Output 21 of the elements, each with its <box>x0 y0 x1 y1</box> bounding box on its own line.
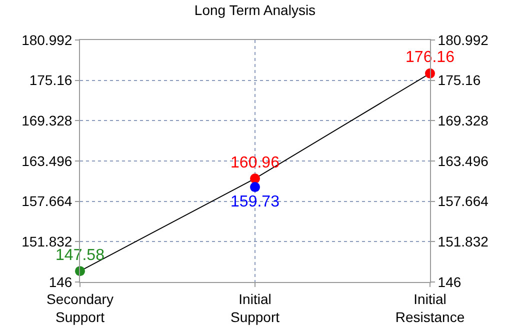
y2-tick-label: 157.664 <box>438 193 489 210</box>
y-tick-label: 146 <box>48 274 72 290</box>
y2-tick-label: 146 <box>438 274 462 290</box>
x-tick-label: Initial Support <box>230 290 280 325</box>
y2-tick-label: 175.16 <box>438 72 481 88</box>
y2-tick-label: 169.328 <box>438 112 489 129</box>
y-tick-label: 180.992 <box>22 32 72 48</box>
x-tick-label: Initial Resistance <box>395 290 465 325</box>
y2-tick-label: 151.832 <box>438 234 489 250</box>
y-tick-label: 157.664 <box>22 193 72 210</box>
y-tick-label: 175.16 <box>29 72 72 88</box>
x-tick-label: Secondary Support <box>46 290 114 325</box>
y2-tick-label: 180.992 <box>438 32 489 48</box>
data-label: 176.16 <box>406 49 455 66</box>
y-tick-label: 163.496 <box>22 152 72 169</box>
chart-title: Long Term Analysis <box>194 2 316 18</box>
data-label: 159.73 <box>230 193 280 210</box>
data-label: 160.96 <box>230 154 280 172</box>
y-tick-label: 169.328 <box>22 112 72 129</box>
point <box>250 174 260 184</box>
y2-tick-label: 163.496 <box>438 152 489 169</box>
